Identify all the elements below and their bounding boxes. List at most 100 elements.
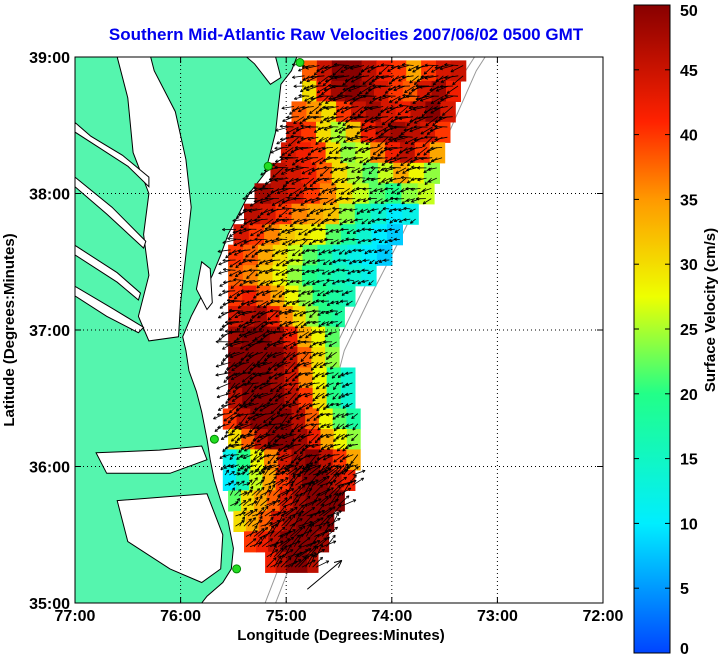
velocity-arrow-head	[251, 314, 254, 318]
velocity-arrow	[274, 392, 288, 402]
velocity-arrow-head	[354, 150, 357, 154]
velocity-arrow-head	[283, 511, 287, 514]
velocity-cell	[393, 162, 410, 184]
velocity-arrow-head	[291, 291, 295, 294]
velocity-arrow	[222, 259, 236, 261]
velocity-arrow	[265, 423, 281, 426]
velocity-arrow-head	[230, 453, 234, 456]
velocity-arrow	[315, 560, 329, 568]
velocity-arrow-head	[378, 73, 383, 75]
velocity-arrow	[288, 403, 302, 408]
velocity-arrow	[329, 259, 336, 265]
velocity-arrow-head	[269, 321, 273, 324]
velocity-arrow	[336, 403, 344, 406]
velocity-arrow-head	[325, 231, 328, 235]
velocity-arrow	[440, 95, 454, 101]
velocity-arrow-head	[341, 294, 345, 296]
velocity-arrow-head	[243, 228, 247, 231]
velocity-arrow-head	[243, 404, 247, 408]
velocity-arrow	[332, 218, 342, 221]
velocity-arrow	[246, 479, 253, 486]
velocity-cell	[440, 101, 456, 123]
velocity-arrow-head	[295, 507, 298, 511]
velocity-arrow-head	[282, 263, 285, 267]
velocity-cell	[387, 224, 403, 246]
velocity-arrow-head	[419, 98, 423, 101]
velocity-arrow	[344, 249, 350, 255]
velocity-arrow	[251, 382, 264, 393]
velocity-arrow-head	[254, 525, 258, 528]
velocity-arrow-head	[304, 444, 308, 447]
velocity-arrow-head	[426, 91, 429, 95]
velocity-arrow-head	[335, 383, 340, 386]
velocity-arrow	[223, 413, 235, 422]
velocity-arrow-head	[346, 136, 350, 140]
velocity-arrow	[243, 518, 252, 527]
velocity-arrow-head	[405, 198, 409, 202]
velocity-arrow-head	[325, 373, 329, 376]
velocity-arrow	[292, 239, 303, 243]
velocity-arrow-head	[309, 355, 312, 359]
velocity-arrow	[444, 95, 459, 97]
velocity-arrow-head	[224, 435, 228, 438]
velocity-arrow-head	[344, 78, 348, 82]
velocity-arrow	[272, 167, 284, 178]
velocity-arrow-head	[298, 68, 301, 72]
velocity-arrow-head	[270, 412, 275, 414]
velocity-arrow-head	[307, 463, 309, 467]
velocity-arrow-head	[306, 469, 309, 473]
velocity-arrow-head	[323, 284, 327, 287]
velocity-arrow-head	[426, 131, 429, 135]
velocity-arrow-head	[259, 200, 263, 203]
velocity-arrow-head	[243, 239, 247, 243]
velocity-arrow	[253, 454, 262, 461]
velocity-arrow	[343, 463, 352, 476]
velocity-arrow-head	[286, 400, 288, 404]
velocity-arrow-head	[298, 465, 302, 467]
velocity-arrow-head	[296, 280, 299, 283]
velocity-arrow	[240, 351, 254, 361]
velocity-arrow-head	[367, 229, 371, 232]
velocity-arrow-head	[423, 110, 427, 113]
velocity-arrow-head	[238, 335, 243, 337]
velocity-arrow-head	[310, 187, 314, 190]
velocity-arrow-head	[289, 557, 292, 561]
velocity-arrow-head	[297, 339, 301, 342]
velocity-arrow	[252, 362, 268, 366]
velocity-arrow-head	[389, 166, 393, 170]
velocity-arrow-head	[263, 419, 266, 423]
velocity-arrow	[285, 177, 299, 184]
velocity-arrow-head	[294, 325, 297, 329]
velocity-arrow-head	[299, 82, 303, 84]
velocity-arrow-head	[243, 437, 247, 439]
velocity-arrow-head	[282, 518, 285, 522]
velocity-arrow-head	[264, 181, 268, 185]
velocity-arrow-head	[370, 177, 374, 181]
velocity-arrow	[316, 65, 330, 72]
velocity-arrow-head	[252, 412, 256, 415]
velocity-arrow-head	[344, 445, 348, 449]
velocity-arrow	[352, 177, 361, 185]
velocity-arrow	[284, 310, 295, 315]
velocity-arrow-head	[299, 313, 302, 317]
velocity-arrow	[235, 512, 246, 517]
velocity-arrow-head	[330, 241, 333, 244]
velocity-arrow	[225, 321, 239, 323]
velocity-arrow	[227, 413, 240, 424]
velocity-arrow-head	[362, 81, 365, 85]
velocity-arrow-head	[320, 70, 324, 74]
velocity-arrow	[324, 136, 334, 143]
velocity-arrow	[231, 300, 245, 302]
velocity-arrow-head	[336, 403, 339, 406]
velocity-arrow	[378, 136, 393, 138]
velocity-arrow-head	[333, 473, 337, 476]
velocity-arrow-head	[321, 517, 324, 521]
velocity-arrow-head	[230, 480, 234, 483]
velocity-arrow	[344, 106, 359, 109]
velocity-arrow	[298, 495, 311, 507]
velocity-arrow-head	[249, 320, 253, 322]
velocity-arrow-head	[356, 131, 359, 135]
velocity-arrow	[316, 259, 325, 261]
velocity-arrow-head	[317, 126, 321, 130]
velocity-arrow-head	[270, 208, 274, 212]
